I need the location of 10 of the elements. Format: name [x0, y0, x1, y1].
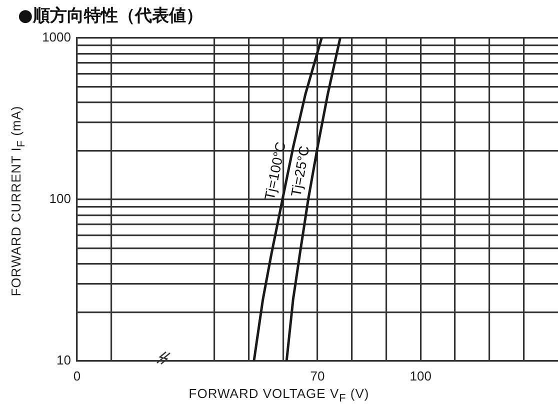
x-tick-label: 70	[310, 368, 325, 384]
x-tick-label: 0	[73, 368, 81, 384]
text: Tj=25°C	[288, 144, 312, 198]
x-axis-title: FORWARD VOLTAGE V$_{F}$ (V)	[188, 386, 370, 405]
x-tick-label: 100	[410, 368, 432, 384]
y-tick-label: 1000	[42, 30, 71, 45]
y-tick-label: 100	[49, 191, 71, 206]
text: Tj=100°C	[261, 140, 289, 202]
y-tick-label: 10	[56, 352, 71, 368]
chart-title: ●順方向特性（代表値）	[18, 5, 203, 27]
